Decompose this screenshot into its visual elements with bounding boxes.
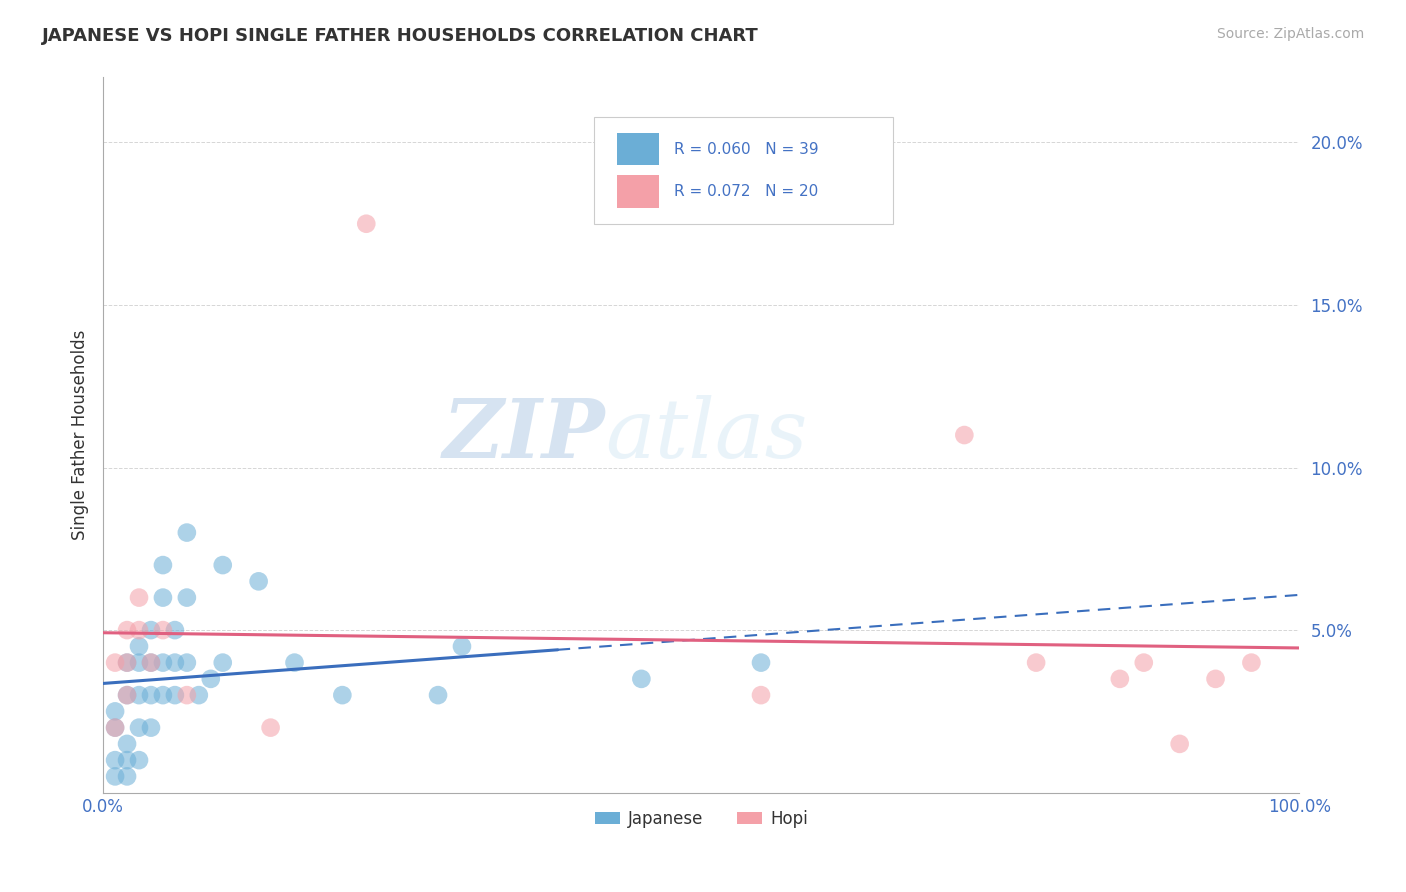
Point [104, 705, 127, 719]
Point [115, 753, 138, 767]
Point [176, 591, 198, 605]
Point [128, 623, 150, 637]
Bar [617, 133, 659, 165]
Point [139, 688, 162, 702]
Point [211, 558, 233, 573]
Text: R = 0.072   N = 20: R = 0.072 N = 20 [673, 184, 818, 199]
Point [152, 623, 174, 637]
Point [152, 656, 174, 670]
Point [128, 721, 150, 735]
Point [187, 688, 209, 702]
Point [200, 672, 222, 686]
Point [630, 672, 652, 686]
Legend: Japanese, Hopi: Japanese, Hopi [588, 803, 814, 834]
Point [176, 688, 198, 702]
Point [152, 591, 174, 605]
Point [356, 217, 378, 231]
Point [247, 574, 270, 589]
Point [104, 721, 127, 735]
Point [139, 721, 162, 735]
Point [128, 591, 150, 605]
Point [1108, 672, 1130, 686]
Point [211, 656, 233, 670]
Y-axis label: Single Father Households: Single Father Households [72, 330, 89, 541]
Point [1132, 656, 1154, 670]
Point [115, 656, 138, 670]
Point [176, 656, 198, 670]
Point [115, 688, 138, 702]
Point [1025, 656, 1047, 670]
Text: Source: ZipAtlas.com: Source: ZipAtlas.com [1216, 27, 1364, 41]
Point [427, 688, 450, 702]
Point [128, 688, 150, 702]
Point [283, 656, 305, 670]
Point [163, 623, 186, 637]
Point [330, 688, 353, 702]
Point [128, 656, 150, 670]
Point [152, 688, 174, 702]
Point [128, 753, 150, 767]
Bar [617, 176, 659, 208]
Point [104, 769, 127, 783]
Point [451, 640, 474, 654]
Point [1168, 737, 1191, 751]
Point [115, 656, 138, 670]
Text: ZIP: ZIP [443, 395, 606, 475]
Point [152, 558, 174, 573]
Text: atlas: atlas [606, 395, 808, 475]
Point [139, 656, 162, 670]
Point [104, 656, 127, 670]
Point [163, 688, 186, 702]
Point [115, 688, 138, 702]
Point [115, 737, 138, 751]
Point [1240, 656, 1263, 670]
Point [128, 640, 150, 654]
Point [259, 721, 281, 735]
Point [749, 656, 772, 670]
Point [104, 753, 127, 767]
Point [139, 623, 162, 637]
Point [115, 623, 138, 637]
Text: R = 0.060   N = 39: R = 0.060 N = 39 [673, 142, 818, 157]
Point [953, 428, 976, 442]
FancyBboxPatch shape [593, 117, 893, 224]
Point [176, 525, 198, 540]
Point [115, 769, 138, 783]
Text: JAPANESE VS HOPI SINGLE FATHER HOUSEHOLDS CORRELATION CHART: JAPANESE VS HOPI SINGLE FATHER HOUSEHOLD… [42, 27, 759, 45]
Point [104, 721, 127, 735]
Point [1205, 672, 1227, 686]
Point [749, 688, 772, 702]
Point [139, 656, 162, 670]
Point [163, 656, 186, 670]
